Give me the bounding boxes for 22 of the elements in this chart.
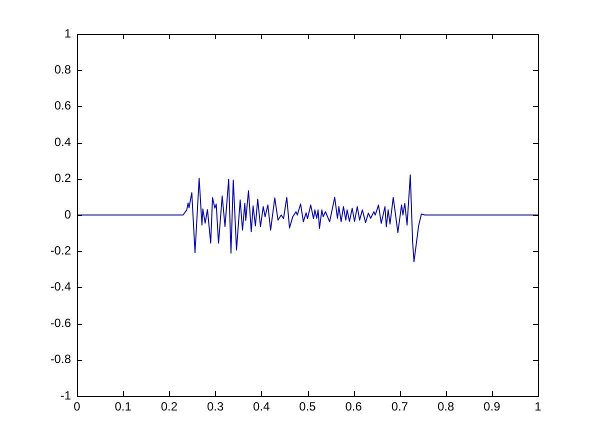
x-tick-label: 0.3 [206,400,224,414]
y-tick-label: -0.6 [50,316,72,330]
y-tick-label: 0.4 [54,134,72,149]
y-tick-label: -0.2 [50,244,72,258]
x-tick-label: 0.2 [160,400,178,414]
y-tick-label: -0.4 [50,280,72,294]
x-tick-label: 0.1 [114,400,132,414]
x-tick-label: 0.9 [484,400,501,414]
x-tick-label: 0 [74,400,81,414]
y-tick-label: 0.8 [54,62,72,77]
x-tick-label: 0.5 [299,400,316,414]
y-tick-label: 1 [64,26,72,40]
x-tick-label: 1 [534,400,542,414]
x-tick-label: 0.8 [437,400,454,414]
x-tick-label: 0.4 [253,400,270,414]
y-tick-label: -0.8 [50,352,72,366]
y-tick-label: 0.6 [54,98,72,113]
y-tick-label: 0.2 [54,171,72,186]
y-tick-label: 0 [64,207,72,222]
y-tick-label: -1 [60,388,72,402]
x-tick-label: 0.7 [391,400,408,414]
x-tick-label: 0.6 [345,400,362,414]
